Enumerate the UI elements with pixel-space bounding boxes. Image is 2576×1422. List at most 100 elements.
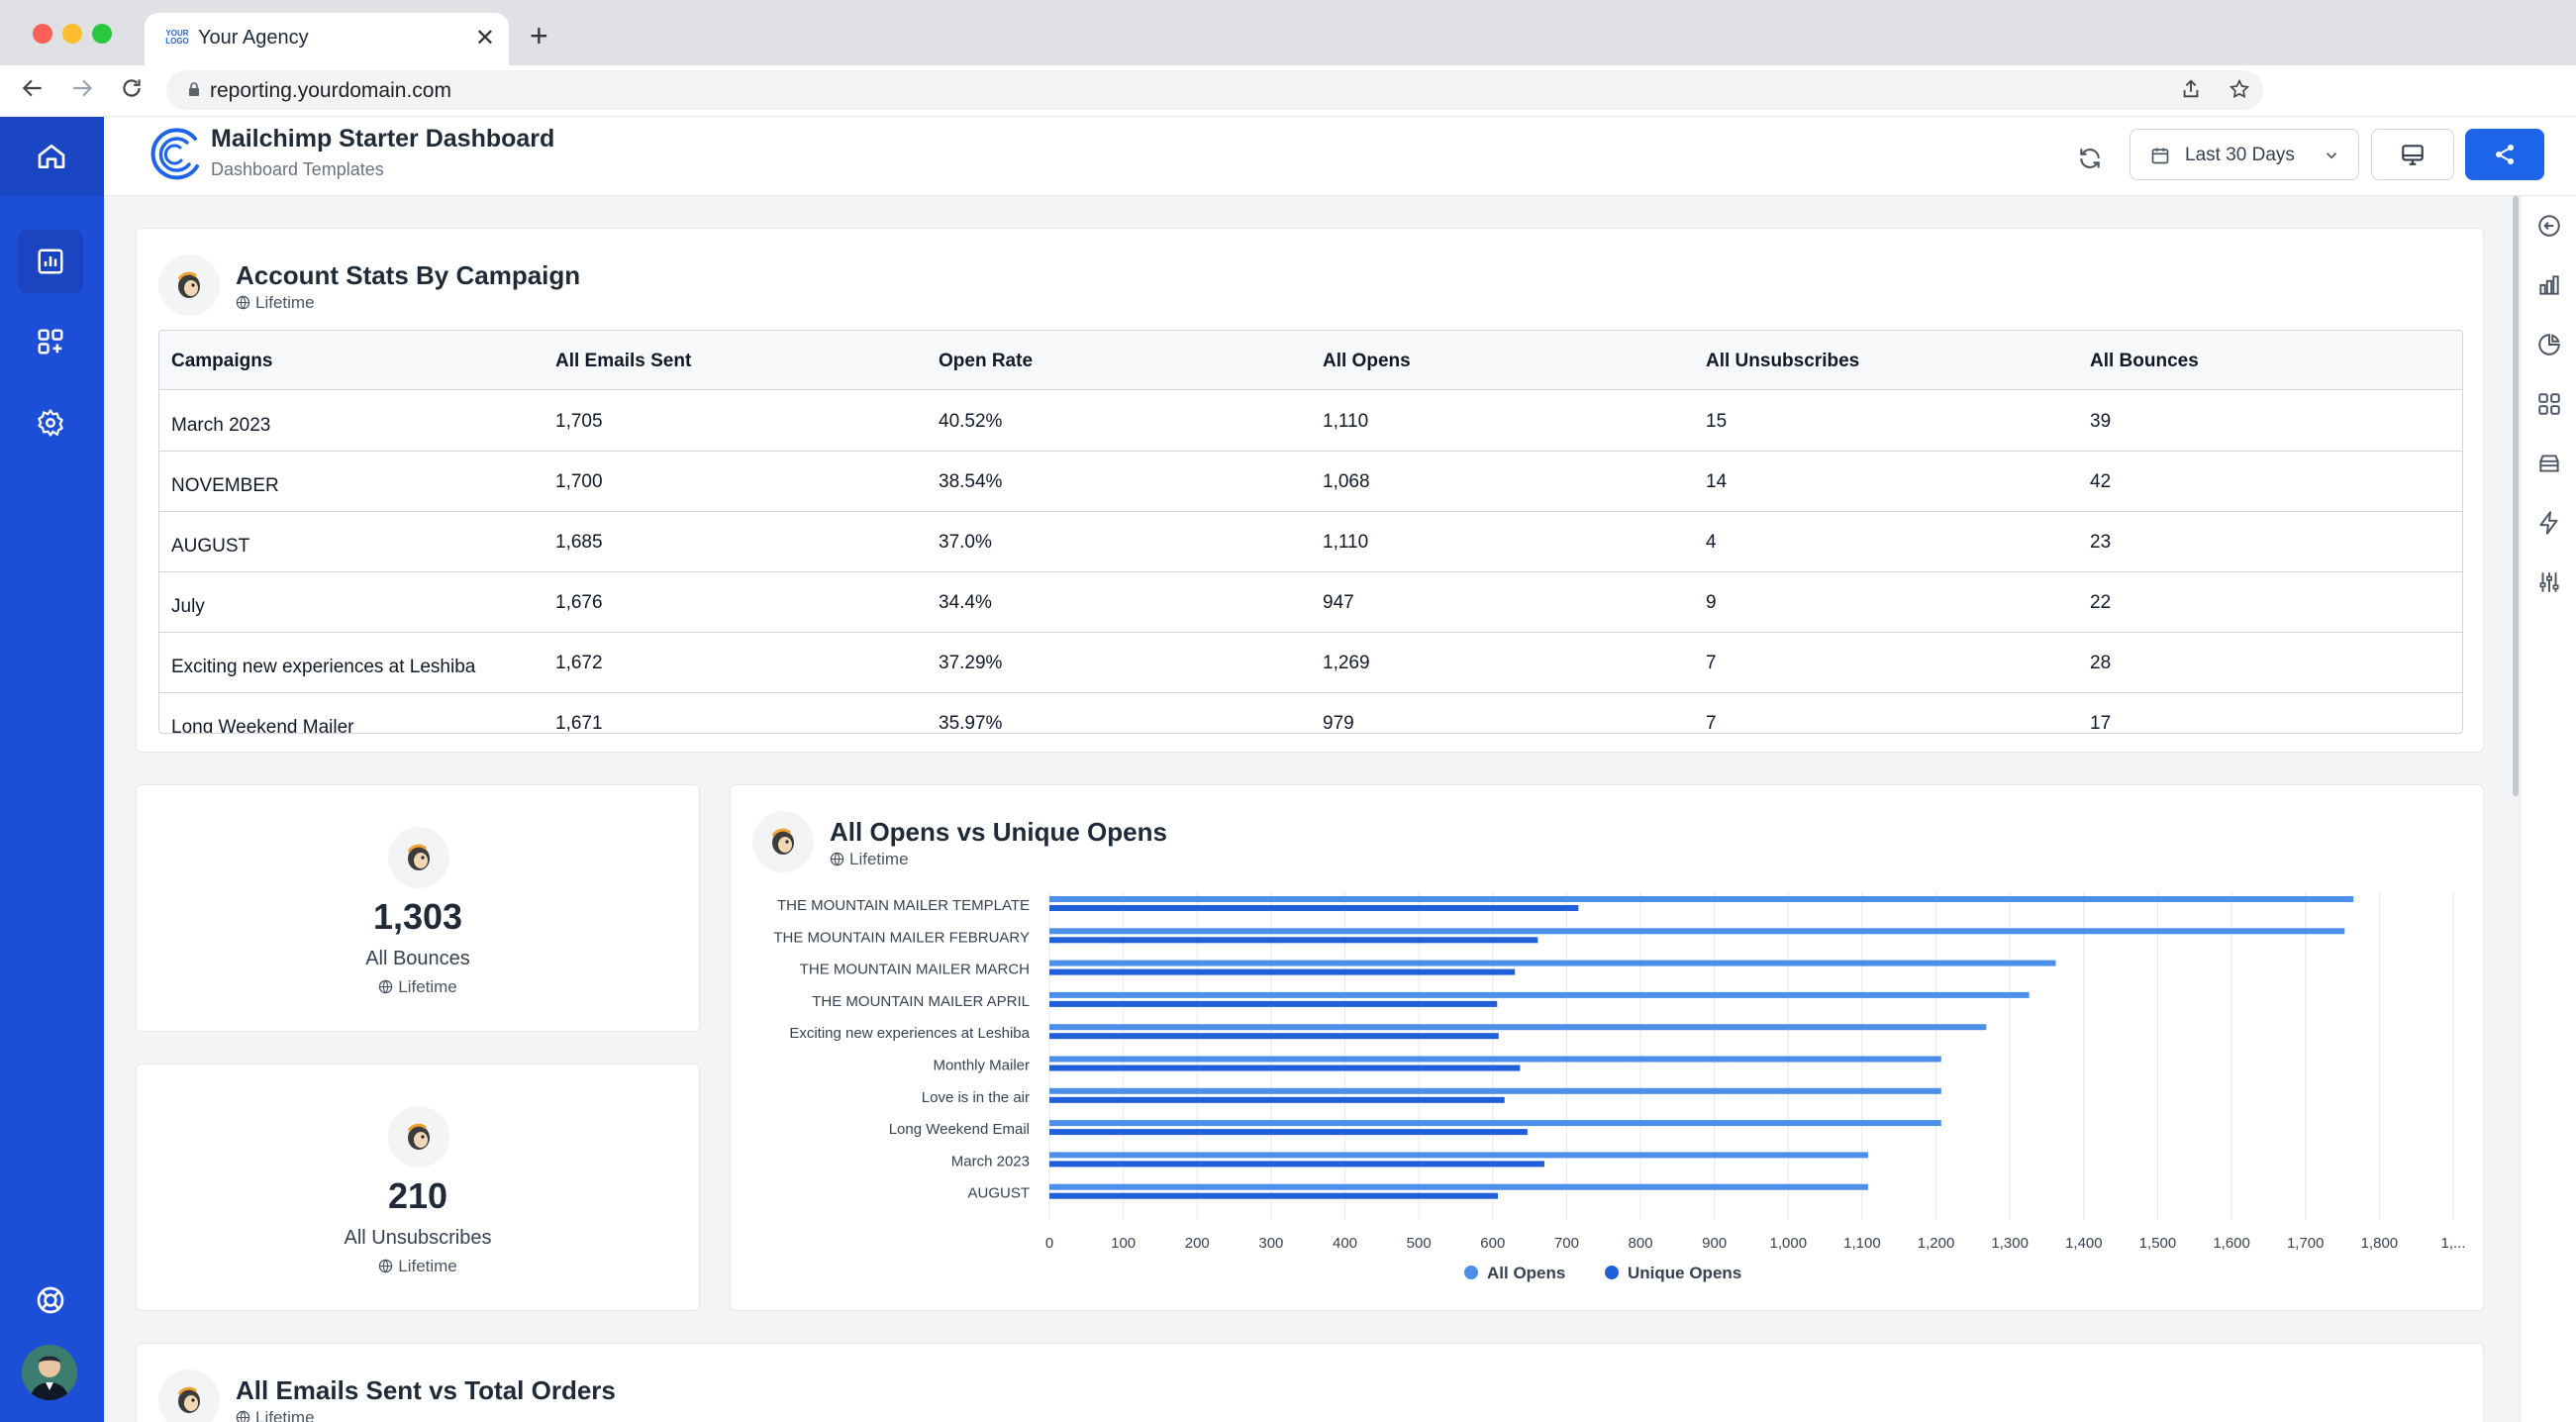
bookmark-star-icon[interactable] xyxy=(2229,78,2250,106)
table-cell: 1,685 xyxy=(555,532,603,553)
bounces-label: All Bounces xyxy=(365,948,470,969)
back-icon[interactable] xyxy=(20,75,46,108)
unsubscribes-period: Lifetime xyxy=(137,1257,699,1276)
globe-icon xyxy=(236,295,250,310)
bar-all-opens xyxy=(1049,896,2354,902)
reload-icon[interactable] xyxy=(119,75,145,108)
browser-tab[interactable]: YOUR LOGO Your Agency ✕ xyxy=(145,13,509,65)
table-cell: 28 xyxy=(2090,653,2112,673)
x-tick-label: 700 xyxy=(1554,1235,1579,1252)
legend-marker xyxy=(1464,1266,1478,1279)
bar-all-opens xyxy=(1049,991,2030,998)
y-category-label: Long Weekend Email xyxy=(889,1121,1030,1138)
x-tick-label: 400 xyxy=(1333,1235,1357,1252)
table-cell: Exciting new experiences at Leshiba xyxy=(171,657,476,677)
table-cell: 1,705 xyxy=(555,411,603,432)
table-cell: 34.4% xyxy=(939,592,992,613)
widget-title: All Emails Sent vs Total Orders xyxy=(236,1375,616,1405)
table-cell: 1,068 xyxy=(1323,471,1370,492)
x-tick-label: 500 xyxy=(1407,1235,1432,1252)
monitor-icon xyxy=(2402,145,2424,165)
sidebar-dashboards[interactable] xyxy=(18,230,83,293)
column-header[interactable]: All Emails Sent xyxy=(555,351,692,371)
y-category-label: Love is in the air xyxy=(922,1089,1030,1106)
sidebar-settings[interactable] xyxy=(18,391,83,455)
bar-chart-icon[interactable] xyxy=(2536,272,2562,298)
column-header[interactable]: All Bounces xyxy=(2090,351,2199,371)
bar-unique-opens xyxy=(1049,1000,1498,1007)
widget-title: Account Stats By Campaign xyxy=(236,260,581,290)
url-bar[interactable]: reporting.yourdomain.com xyxy=(166,70,2263,110)
bounces-value: 1,303 xyxy=(372,896,463,937)
mailchimp-icon xyxy=(388,827,449,888)
share-page-icon[interactable] xyxy=(2180,78,2202,106)
tv-mode-button[interactable] xyxy=(2371,129,2454,180)
minimize-window-button[interactable] xyxy=(62,24,82,44)
tab-title: Your Agency xyxy=(198,27,309,49)
forward-icon[interactable] xyxy=(69,75,95,108)
bar-unique-opens xyxy=(1049,1033,1499,1040)
table-cell: 15 xyxy=(1706,411,1728,432)
dashboard-chart-icon xyxy=(38,249,63,274)
bar-unique-opens xyxy=(1049,1096,1505,1103)
close-window-button[interactable] xyxy=(33,24,52,44)
avatar-image xyxy=(22,1345,77,1400)
refresh-button[interactable] xyxy=(2070,139,2110,178)
x-tick-label: 800 xyxy=(1629,1235,1653,1252)
scrollbar-thumb[interactable] xyxy=(2513,196,2519,796)
column-header[interactable]: All Opens xyxy=(1323,351,1411,371)
breadcrumb[interactable]: Dashboard Templates xyxy=(211,159,384,179)
table-cell: 4 xyxy=(1706,532,1717,553)
table-cell: 1,110 xyxy=(1323,411,1369,432)
mailchimp-icon xyxy=(752,811,814,872)
widget-period: Lifetime xyxy=(236,293,315,313)
widget-title: All Opens vs Unique Opens xyxy=(830,817,1167,847)
table-row: Long Weekend Mailer 1,671 35.97% 979 7 1… xyxy=(159,693,2462,734)
maximize-window-button[interactable] xyxy=(92,24,112,44)
y-category-label: THE MOUNTAIN MAILER MARCH xyxy=(800,962,1030,978)
table-row: Exciting new experiences at Leshiba 1,67… xyxy=(159,633,2462,693)
sidebar-help[interactable] xyxy=(18,1269,83,1332)
browser-tab-bar: YOUR LOGO Your Agency ✕ + xyxy=(0,0,2576,65)
new-tab-icon[interactable]: + xyxy=(530,18,548,53)
table-cell: March 2023 xyxy=(171,415,271,436)
user-avatar[interactable] xyxy=(22,1345,77,1400)
table-cell: 7 xyxy=(1706,653,1717,673)
column-header[interactable]: Campaigns xyxy=(171,351,273,371)
share-button[interactable] xyxy=(2465,129,2544,180)
table-cell: 7 xyxy=(1706,713,1717,734)
scrollbar-track[interactable] xyxy=(2510,196,2520,1422)
sidebar-home[interactable] xyxy=(0,117,104,196)
table-row: March 2023 1,705 40.52% 1,110 15 39 xyxy=(159,391,2462,452)
pie-chart-icon[interactable] xyxy=(2536,332,2562,357)
bar-unique-opens xyxy=(1049,905,1579,911)
table-cell: AUGUST xyxy=(171,536,250,557)
mailchimp-icon xyxy=(388,1106,449,1168)
x-tick-label: 600 xyxy=(1480,1235,1505,1252)
apps-add-icon xyxy=(38,329,63,355)
period-label: Lifetime xyxy=(849,850,909,868)
date-range-select[interactable]: Last 30 Days xyxy=(2130,129,2359,180)
unsubscribes-value: 210 xyxy=(387,1175,448,1216)
table-cell: 42 xyxy=(2090,471,2112,492)
x-tick-label: 1,600 xyxy=(2213,1235,2250,1252)
collapse-panel-icon[interactable] xyxy=(2536,213,2562,239)
x-tick-label: 1,400 xyxy=(2065,1235,2103,1252)
left-sidebar xyxy=(0,117,104,1422)
lifebuoy-icon xyxy=(37,1286,64,1314)
lightning-icon[interactable] xyxy=(2536,510,2562,536)
opens-chart-widget: All Opens vs Unique Opens Lifetime 0 100 2… xyxy=(730,784,2484,1311)
table-cell: 14 xyxy=(1706,471,1728,492)
agency-logo xyxy=(150,128,199,180)
right-toolbar xyxy=(2520,196,2576,1422)
unsubscribes-widget: 210 All Unsubscribes Lifetime xyxy=(136,1064,700,1311)
column-header[interactable]: Open Rate xyxy=(939,351,1034,371)
sliders-icon[interactable] xyxy=(2536,569,2562,595)
widgets-grid-icon[interactable] xyxy=(2536,391,2562,417)
stack-icon[interactable] xyxy=(2536,451,2562,476)
tab-close-icon[interactable]: ✕ xyxy=(474,25,495,51)
table-cell: 37.29% xyxy=(939,653,1003,673)
home-icon xyxy=(38,145,65,168)
column-header[interactable]: All Unsubscribes xyxy=(1706,351,1860,371)
sidebar-integrations[interactable] xyxy=(18,310,83,373)
